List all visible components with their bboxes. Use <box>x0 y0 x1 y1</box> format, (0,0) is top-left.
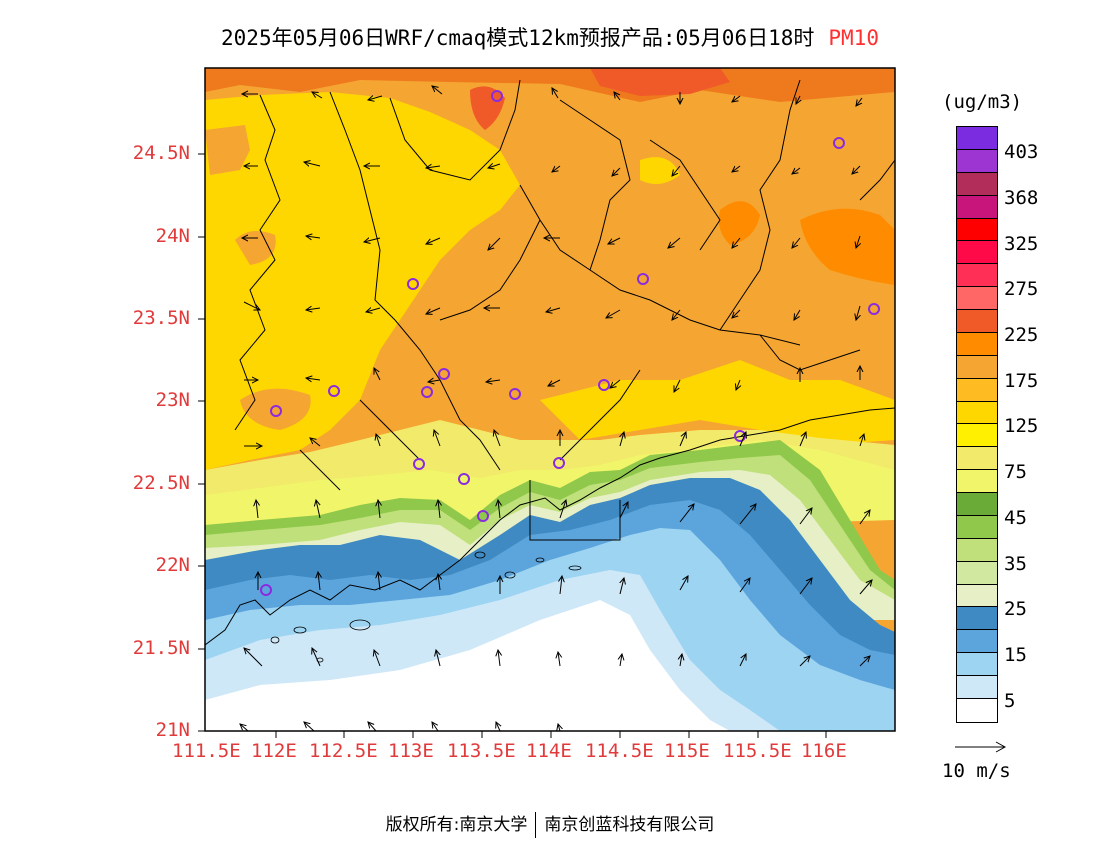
lon-tick: 112E <box>251 740 297 762</box>
lat-tick: 24N <box>155 225 190 247</box>
lon-tick: 112.5E <box>309 740 378 762</box>
legend-label: 75 <box>1004 461 1027 483</box>
legend-label: 25 <box>1004 598 1027 620</box>
lat-tick: 24.5N <box>132 142 190 164</box>
chart-title: 2025年05月06日WRF/cmaq模式12km预报产品:05月06日18时 P… <box>0 22 1100 52</box>
legend-swatch <box>957 653 997 676</box>
legend-swatch <box>957 515 997 539</box>
legend-label: 325 <box>1004 233 1039 255</box>
lon-tick: 114.5E <box>585 740 654 762</box>
legend-label: 403 <box>1004 141 1039 163</box>
legend-swatch <box>957 195 997 219</box>
legend-label: 368 <box>1004 187 1039 209</box>
legend-swatch <box>957 149 997 173</box>
legend-swatch <box>957 264 997 288</box>
legend-swatch <box>957 607 997 631</box>
legend-label: 225 <box>1004 324 1039 346</box>
legend-label: 45 <box>1004 507 1027 529</box>
legend-swatch <box>957 172 997 196</box>
lat-tick: 23N <box>155 389 190 411</box>
copyright-left: 版权所有:南京大学 <box>385 815 528 835</box>
lon-tick: 111.5E <box>172 740 241 762</box>
lat-tick: 21.5N <box>132 637 190 659</box>
lat-tick: 21N <box>155 719 190 741</box>
lon-tick: 115E <box>664 740 710 762</box>
copyright-divider <box>535 812 537 838</box>
legend-swatch <box>957 538 997 562</box>
title-main: 2025年05月06日WRF/cmaq模式12km预报产品:05月06日18时 <box>221 26 815 50</box>
lon-tick: 116E <box>801 740 847 762</box>
color-legend <box>956 126 998 723</box>
legend-label: 15 <box>1004 644 1027 666</box>
legend-label: 125 <box>1004 415 1039 437</box>
lat-tick: 23.5N <box>132 307 190 329</box>
wind-reference-label: 10 m/s <box>942 760 1011 782</box>
legend-swatch <box>957 424 997 448</box>
legend-swatch <box>957 218 997 242</box>
copyright-right: 南京创蓝科技有限公司 <box>544 815 715 835</box>
legend-swatch <box>957 310 997 333</box>
legend-swatch <box>957 355 997 379</box>
legend-units: (ug/m3) <box>942 91 1023 113</box>
legend-label: 275 <box>1004 278 1039 300</box>
legend-swatch <box>957 698 997 722</box>
legend-swatch <box>957 127 997 150</box>
title-pollutant: PM10 <box>828 26 879 50</box>
legend-swatch <box>957 470 997 493</box>
legend-swatch <box>957 401 997 425</box>
legend-label: 5 <box>1004 690 1016 712</box>
legend-label: 35 <box>1004 553 1027 575</box>
legend-swatch <box>957 584 997 608</box>
legend-swatch <box>957 561 997 585</box>
lon-tick: 114E <box>526 740 572 762</box>
lon-tick: 113E <box>388 740 434 762</box>
lon-tick: 113.5E <box>447 740 516 762</box>
legend-swatch <box>957 378 997 402</box>
copyright: 版权所有:南京大学 南京创蓝科技有限公司 <box>0 810 1100 838</box>
legend-swatch <box>957 676 997 699</box>
lat-tick: 22N <box>155 554 190 576</box>
lat-tick: 22.5N <box>132 472 190 494</box>
legend-swatch <box>957 241 997 265</box>
wind-reference-arrow-icon <box>955 741 1007 753</box>
lon-tick: 115.5E <box>723 740 792 762</box>
concentration-field <box>205 68 895 731</box>
legend-swatch <box>957 630 997 654</box>
legend-swatch <box>957 493 997 516</box>
legend-swatch <box>957 332 997 356</box>
legend-swatch <box>957 287 997 310</box>
legend-label: 175 <box>1004 370 1039 392</box>
legend-swatch <box>957 447 997 471</box>
